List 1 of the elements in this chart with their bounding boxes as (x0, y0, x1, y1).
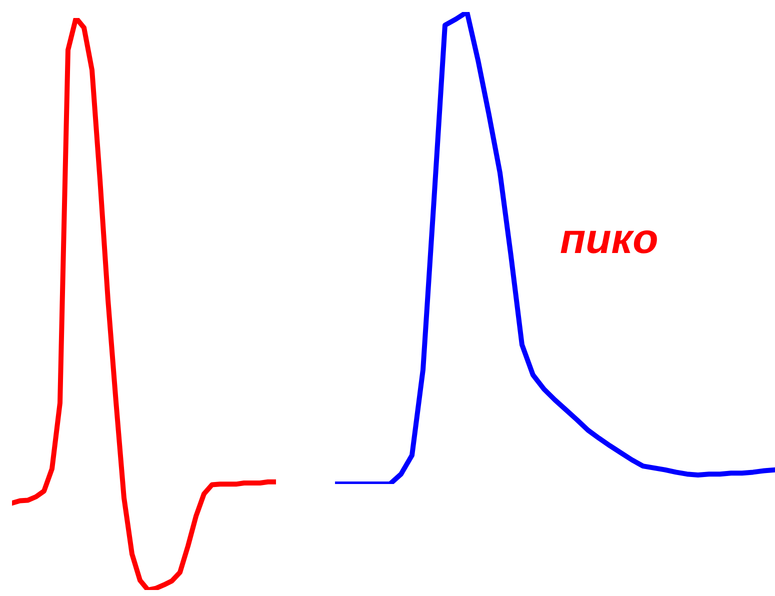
annotation: пико (560, 215, 658, 262)
